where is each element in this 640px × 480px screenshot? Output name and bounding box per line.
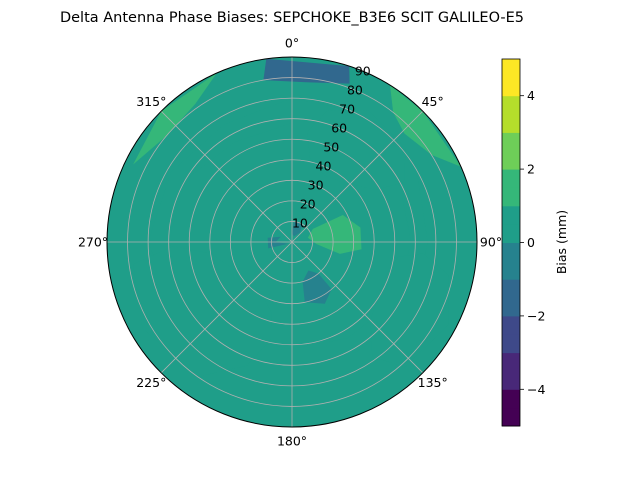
azimuth-tick-label: 225° bbox=[136, 375, 166, 390]
polar-grid bbox=[107, 57, 477, 427]
colorbar-band bbox=[502, 114, 520, 133]
contour-region bbox=[390, 85, 461, 167]
colorbar-band bbox=[502, 77, 520, 97]
colorbar-band bbox=[502, 224, 520, 243]
colorbar-band bbox=[502, 389, 520, 409]
colorbar-band bbox=[502, 150, 520, 170]
radial-tick-label: 90 bbox=[355, 64, 371, 79]
azimuth-tick-label: 270° bbox=[78, 235, 108, 250]
colorbar-label: Bias (mm) bbox=[554, 210, 569, 274]
azimuth-tick-label: 0° bbox=[285, 36, 299, 51]
grid-spoke bbox=[160, 241, 293, 374]
colorbar-band bbox=[502, 279, 520, 299]
colorbar-band bbox=[502, 370, 520, 390]
azimuth-tick-label: 135° bbox=[418, 375, 448, 390]
colorbar-tick-label: 4 bbox=[527, 88, 535, 103]
radial-tick-labels: 10 20 30 40 50 60 70 80 90 bbox=[292, 64, 371, 231]
colorbar-tick-label: −2 bbox=[527, 308, 545, 323]
colorbar-tick-label: 0 bbox=[527, 235, 535, 250]
chart-title: Delta Antenna Phase Biases: SEPCHOKE_B3E… bbox=[60, 10, 524, 26]
contour-region bbox=[133, 73, 217, 165]
colorbar-band bbox=[502, 187, 520, 207]
colorbar-band bbox=[502, 59, 520, 78]
azimuth-tick-label: 45° bbox=[422, 94, 444, 109]
azimuth-tick-label: 315° bbox=[136, 94, 166, 109]
colorbar: −4 −2 0 2 4 Bias (mm) bbox=[501, 58, 569, 427]
radial-tick-label: 10 bbox=[292, 216, 308, 231]
colorbar-band bbox=[502, 132, 520, 152]
contour-region bbox=[307, 215, 362, 254]
azimuth-tick-labels: 0° 45° 90° 135° 180° 225° 270° 315° bbox=[78, 36, 502, 449]
radial-tick-label: 80 bbox=[347, 83, 363, 98]
colorbar-band bbox=[502, 169, 520, 188]
radial-tick-label: 40 bbox=[316, 159, 332, 174]
colorbar-tick-label: 2 bbox=[527, 162, 535, 177]
radial-tick-label: 60 bbox=[331, 121, 347, 136]
azimuth-tick-label: 180° bbox=[277, 434, 307, 449]
colorbar-band bbox=[502, 242, 520, 262]
colorbar-band bbox=[502, 205, 520, 225]
colorbar-band bbox=[502, 352, 520, 372]
radial-tick-label: 30 bbox=[308, 178, 324, 193]
colorbar-band bbox=[502, 334, 520, 354]
contour-region bbox=[267, 236, 289, 249]
contour-region bbox=[370, 253, 449, 368]
polar-plot: 0° 45° 90° 135° 180° 225° 270° 315° 10 20 30 40 50 6… bbox=[78, 36, 502, 449]
polar-frame bbox=[106, 56, 478, 428]
grid-spoke bbox=[291, 241, 424, 374]
grid-spoke bbox=[291, 110, 424, 243]
colorbar-band bbox=[502, 407, 520, 427]
radial-tick-label: 50 bbox=[323, 140, 339, 155]
contour-region bbox=[292, 221, 303, 237]
colorbar-band bbox=[502, 95, 520, 115]
grid-spoke bbox=[160, 110, 293, 243]
colorbar-band bbox=[502, 315, 520, 335]
colorbar-band bbox=[502, 297, 520, 317]
colorbar-band bbox=[502, 260, 520, 280]
colorbar-tick-label: −4 bbox=[527, 382, 545, 397]
azimuth-tick-label: 90° bbox=[480, 235, 502, 250]
colorbar-bands bbox=[502, 59, 520, 427]
radial-tick-label: 70 bbox=[339, 102, 355, 117]
radial-tick-label: 20 bbox=[300, 197, 316, 212]
colorbar-ticks: −4 −2 0 2 4 bbox=[520, 88, 545, 397]
contour-region bbox=[133, 246, 272, 377]
